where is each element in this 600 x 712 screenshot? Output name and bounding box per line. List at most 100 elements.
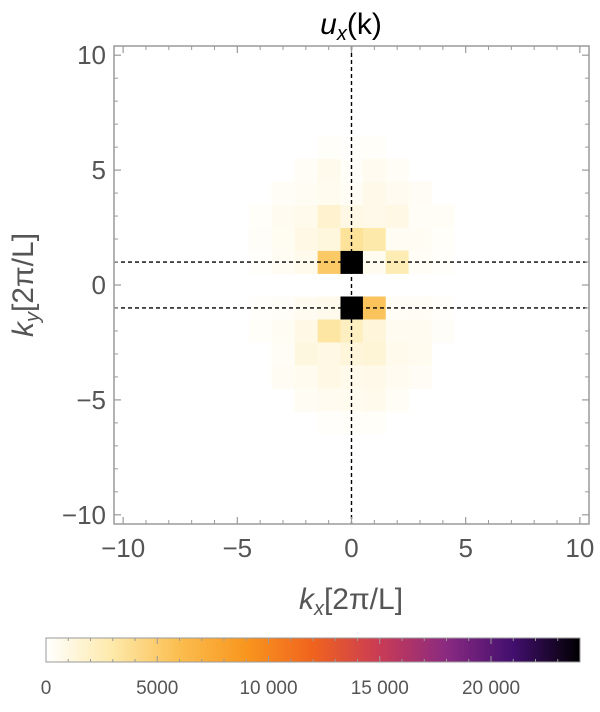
heatmap-cell [408,181,432,205]
heatmap-cell [362,135,387,160]
x-axis-title-sub: x [313,598,325,620]
colorbar-tick-label: 10 000 [239,678,297,699]
y-tick-label: 10 [77,40,106,70]
heatmap-cell [317,250,341,274]
heatmap-cell [362,181,387,205]
heatmap-cell [317,204,341,228]
x-tick-label: −5 [222,533,252,563]
heatmap-cell [317,411,341,435]
x-axis-title: kx[2π/L] [299,583,403,620]
heatmap-cell [248,296,272,320]
heatmap-cell [431,204,455,228]
heatmap-cells [248,135,455,435]
heatmap-cell [271,319,295,343]
y-tick-label: 5 [92,155,106,185]
y-axis-title-main: k [7,320,40,337]
heatmap-cell [317,319,341,343]
heatmap-cell [362,388,387,412]
heatmap-cell [385,227,409,251]
heatmap-cell [271,342,295,366]
heatmap-cell [431,227,455,251]
heatmap-cell [317,135,341,160]
heatmap-cell [271,181,295,205]
heatmap-cell [408,319,432,343]
heatmap-cell [294,181,318,205]
heatmap-cell [317,296,341,320]
heatmap-cell [317,388,341,412]
heatmap-cell [317,181,341,205]
heatmap-cell [340,250,364,274]
plot-title: ux(k) [320,8,382,45]
colorbar-tick-label: 20 000 [462,678,520,699]
heatmap-cell [362,227,387,251]
heatmap-cell [294,319,318,343]
heatmap-cell [248,227,272,251]
x-tick-label: 10 [565,533,594,563]
heatmap-cell [408,204,432,228]
plot-title-sub: x [336,23,348,45]
x-axis-title-tail: [2π/L] [324,583,403,616]
heatmap-cell [362,319,387,343]
x-axis-title-main: k [299,583,316,616]
heatmap-cell [340,411,364,435]
heatmap-cell [294,158,318,182]
axis-ticks: −10 −5 0 5 10 −10 −5 0 5 10 [62,40,594,563]
heatmap-cell [317,227,341,251]
y-tick-label: 0 [92,270,106,300]
heatmap-cell [362,158,387,182]
plot-title-tail: (k) [347,8,382,41]
y-axis-title-sub: y [22,311,44,324]
y-axis-title-tail: [2π/L] [7,233,40,312]
heatmap-cell [362,365,387,389]
heatmap-cell [248,204,272,228]
x-tick-label: −10 [101,533,145,563]
heatmap-cell [271,365,295,389]
heatmap-cell [248,319,272,343]
heatmap-cell [294,227,318,251]
heatmap-cell [294,204,318,228]
heatmap-cell [385,319,409,343]
heatmap-cell [408,227,432,251]
x-tick-label: 0 [344,533,358,563]
heatmap-cell [385,204,409,228]
colorbar-ticks: 0 5000 10 000 15 000 20 000 [41,638,559,699]
heatmap-cell [362,342,387,366]
heatmap-cell [408,342,432,366]
reference-lines [114,46,589,524]
heatmap-cell [317,365,341,389]
heatmap-cell [340,388,364,412]
heatmap-cell [317,342,341,366]
heatmap-cell [408,250,432,274]
colorbar-tick-label: 5000 [136,678,178,699]
colorbar-tick-label: 0 [41,678,52,699]
heatmap-cell [340,158,364,182]
heatmap-cell [317,158,341,182]
heatmap-cell [385,365,409,389]
heatmap-cell [340,227,364,251]
colorbar: 0 5000 10 000 15 000 20 000 [41,637,581,699]
heatmap-cell [294,388,318,412]
heatmap-cell [248,250,272,274]
heatmap-cell [408,365,432,389]
colorbar-tick-label: 15 000 [351,678,409,699]
heatmap-cell [385,158,409,182]
heatmap-cell [271,227,295,251]
y-tick-label: −5 [76,385,106,415]
heatmap-cell [294,342,318,366]
heatmap-cell [408,296,432,320]
heatmap-cell [385,181,409,205]
heatmap-cell [362,411,387,435]
plot-title-main: u [320,8,337,41]
heatmap-cell [385,342,409,366]
heatmap-cell [340,319,364,343]
heatmap-cell [385,388,409,412]
heatmap-cell [431,319,455,343]
plot-area: −10 −5 0 5 10 −10 −5 0 5 10 [62,40,594,563]
colorbar-gradient [45,637,581,663]
y-axis-title: ky[2π/L] [7,233,44,337]
heatmap-cell [362,204,387,228]
heatmap-cell [294,365,318,389]
y-tick-label: −10 [62,500,106,530]
heatmap-cell [271,204,295,228]
